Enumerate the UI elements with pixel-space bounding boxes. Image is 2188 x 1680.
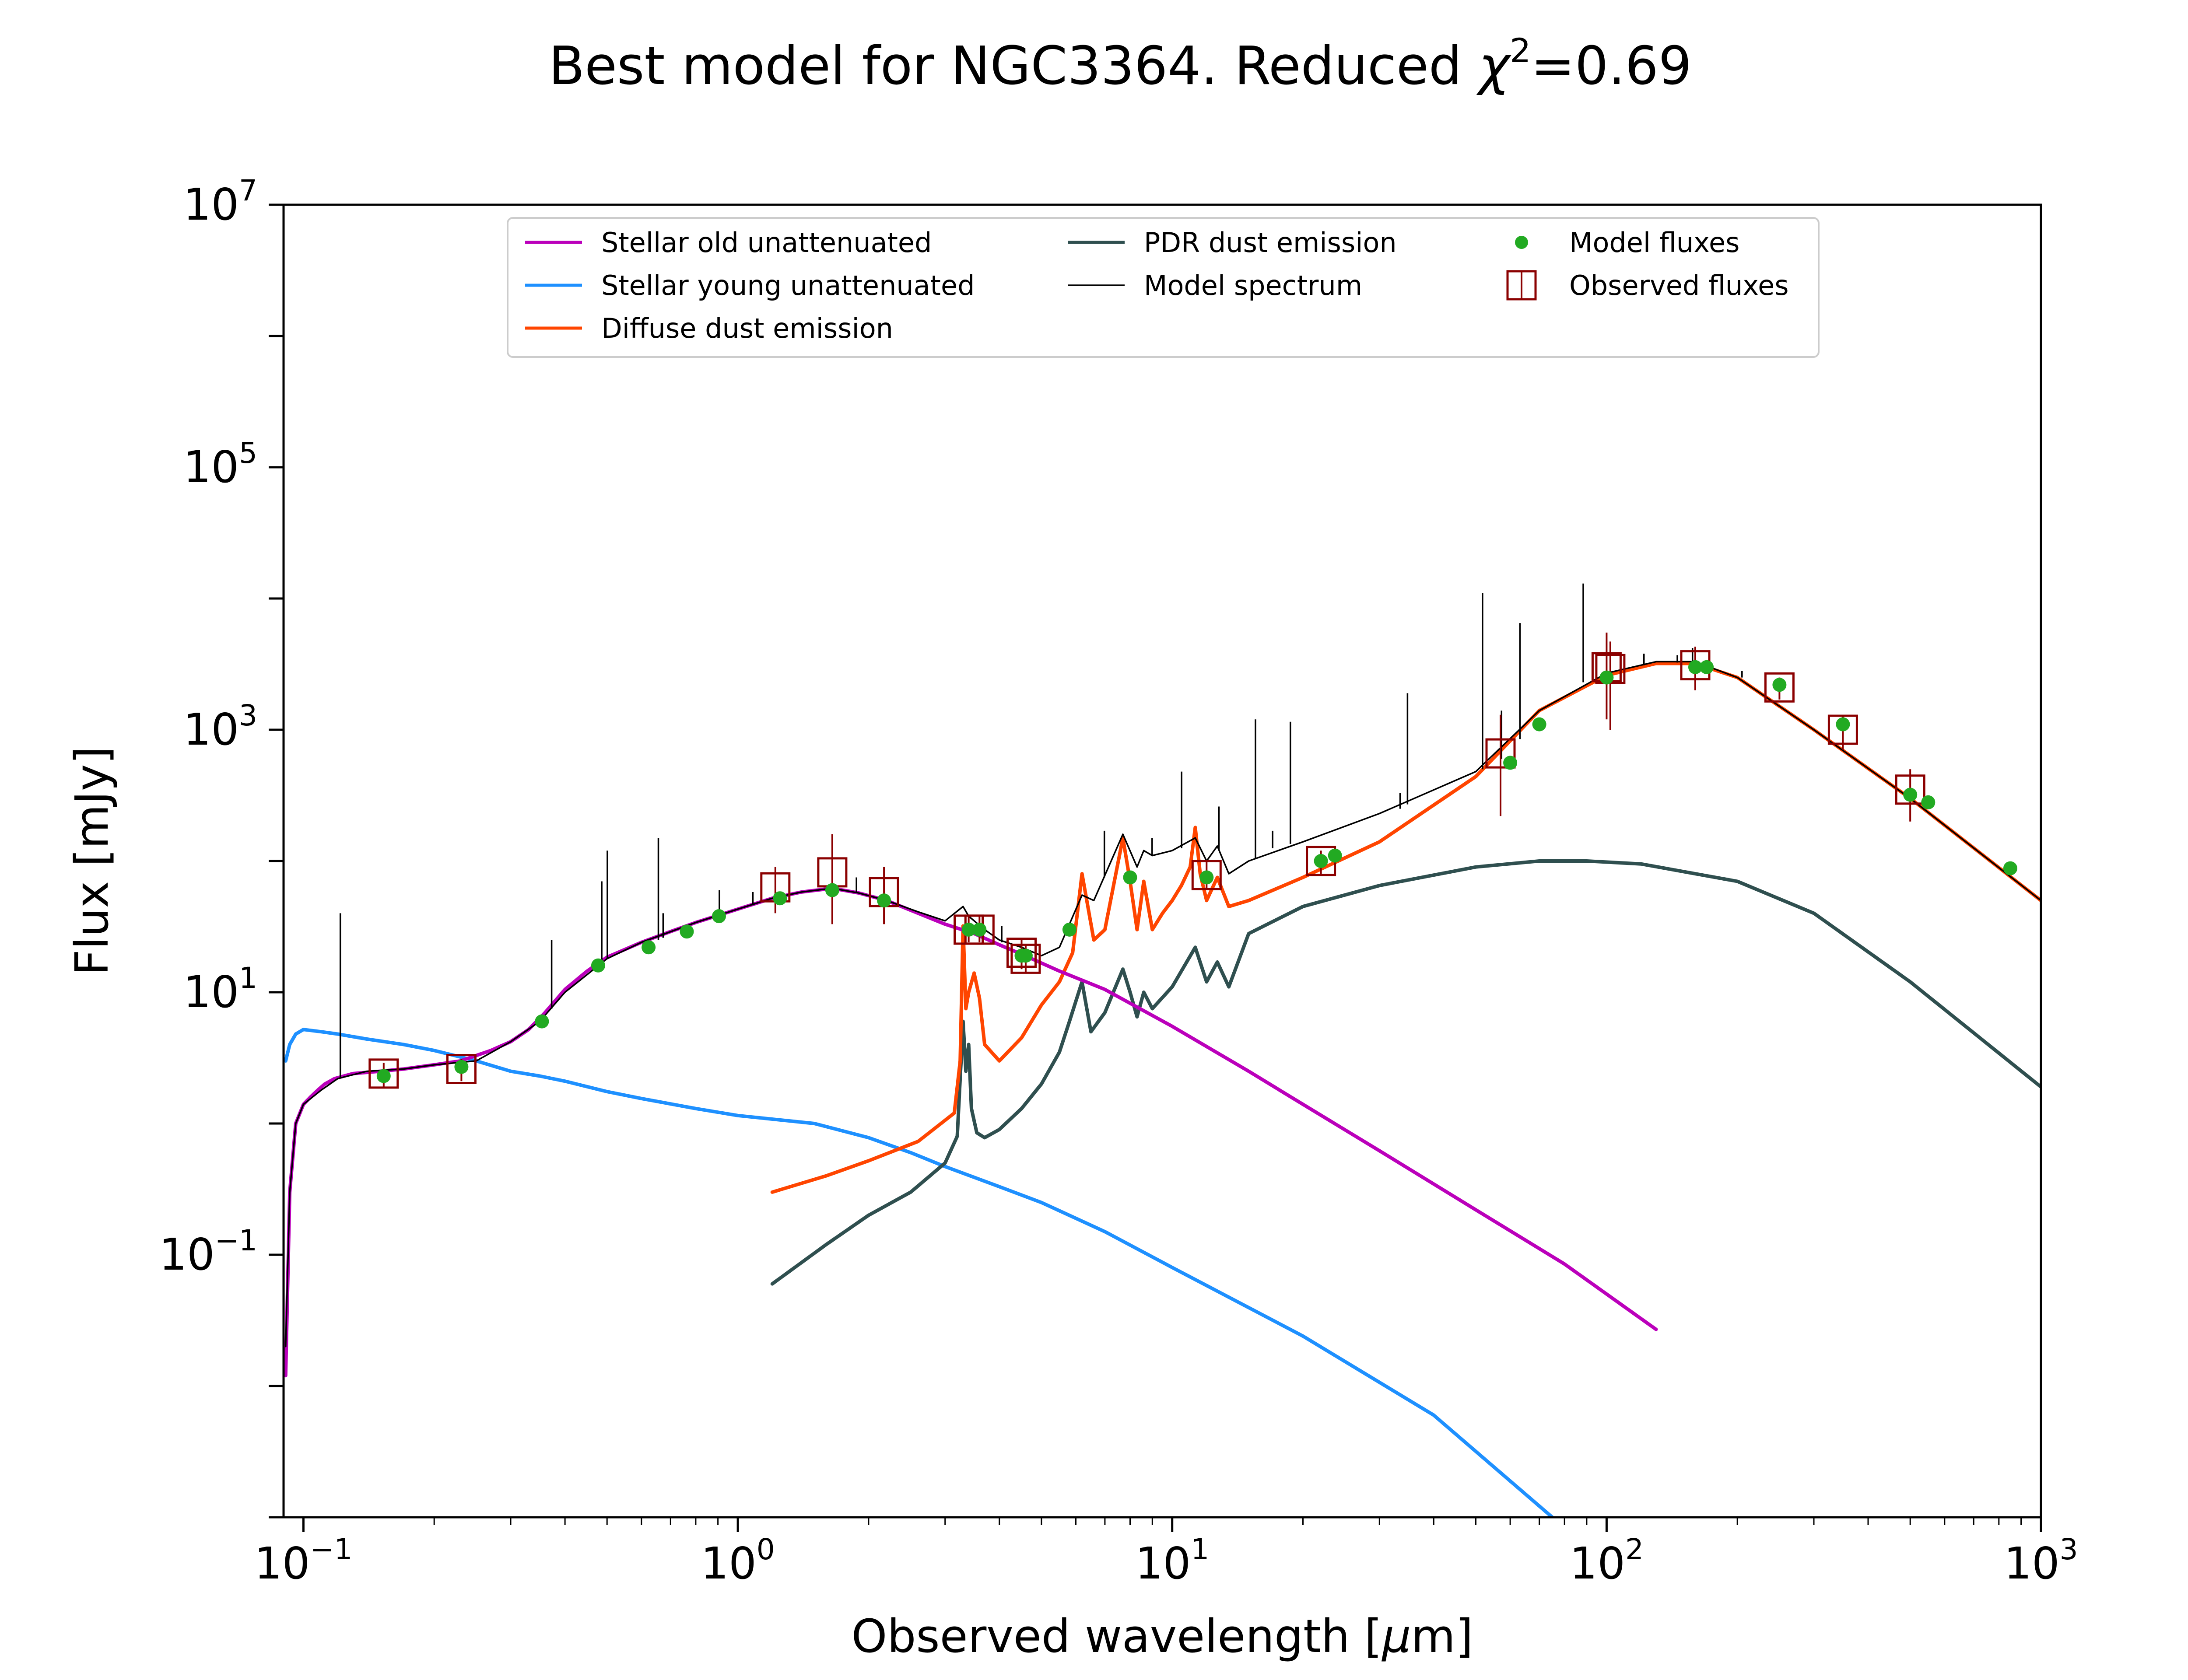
x-tick-label: 100 [701,1533,775,1589]
model-flux-point [1836,717,1850,732]
x-tick-label-base: 10 [254,1538,310,1589]
model-flux-point [680,924,694,939]
legend-label-diffuse-dust-emission: Diffuse dust emission [601,312,893,344]
chart-title-chi: χ [1476,36,1511,97]
x-tick-label-base: 10 [701,1538,756,1589]
model-flux-point [1921,795,1936,809]
plot-area [284,583,2041,1517]
x-tick-label-exp: 1 [1191,1533,1209,1566]
legend-box [507,217,1820,358]
y-tick-label-base: 10 [159,1229,214,1280]
y-tick-label-exp: 1 [239,961,257,995]
model-flux-point [1772,678,1787,692]
legend-label-stellar-young-unattenuated: Stellar young unattenuated [601,270,975,301]
y-tick-label-base: 10 [183,704,239,755]
x-tick-label-base: 10 [1135,1538,1191,1589]
chart-title-main: Best model for NGC3364. Reduced [549,36,1479,97]
observed-flux-marker [1895,774,1925,805]
legend-label-pdr-dust-emission: PDR dust emission [1144,227,1397,259]
model-flux-point [773,891,787,906]
y-tick-label-base: 10 [183,441,239,493]
model-flux-point [712,909,726,924]
x-tick-label-exp: 3 [2060,1533,2078,1566]
model-flux-point [972,922,987,937]
y-tick-label-exp: 5 [239,436,257,470]
series-line-model-spectrum [285,661,2041,1348]
x-axis-label-main: Observed wavelength [ [852,1610,1382,1663]
x-tick-label-exp: 0 [757,1533,775,1566]
legend: Stellar old unattenuated Stellar young un… [507,217,1820,358]
model-flux-point [535,1014,549,1029]
x-axis-label-mu: μ [1381,1610,1411,1663]
x-tick-label-exp: −1 [310,1533,352,1566]
model-flux-point [1599,670,1614,685]
model-flux-point [1018,948,1033,963]
series-line-pdr-dust-emission [770,859,2041,1286]
model-flux-point [1503,756,1518,770]
observed-flux-marker [1006,938,1037,968]
model-flux-point [1688,660,1702,674]
observed-flux-marker [1827,714,1858,745]
y-tick-label: 105 [183,436,257,493]
observed-flux-marker [368,1058,399,1089]
model-flux-point [1903,788,1918,802]
x-axis-label: Observed wavelength [μm] [852,1610,1473,1663]
model-flux-point [877,893,891,908]
y-tick-label-base: 10 [183,966,239,1018]
model-flux-point [1700,660,1714,674]
model-flux-point [454,1060,469,1074]
model-flux-point [961,922,976,937]
x-tick-label: 103 [2004,1533,2078,1589]
chart-title-value: =0.69 [1531,36,1692,97]
y-tick-label: 107 [183,174,257,230]
model-flux-point [1314,854,1328,868]
y-tick-label: 10−1 [159,1224,257,1280]
legend-label-observed-fluxes: Observed fluxes [1569,270,1789,301]
x-tick-label-exp: 2 [1625,1533,1644,1566]
model-flux-point [376,1069,391,1083]
model-flux-point [1062,922,1076,937]
plot-frame [282,203,2042,1519]
model-flux-point [825,883,839,897]
model-flux-point [1328,848,1342,863]
model-flux-point [1532,717,1546,732]
x-tick-label-base: 10 [1570,1538,1625,1589]
y-tick-label: 101 [183,961,257,1018]
legend-label-stellar-old-unattenuated: Stellar old unattenuated [601,227,932,259]
y-tick-label-exp: 3 [239,699,257,732]
model-flux-point [591,958,605,973]
model-flux-point [642,940,656,955]
legend-label-model-fluxes: Model fluxes [1569,227,1739,259]
observed-flux-marker [1191,860,1222,890]
observed-flux-marker [446,1054,477,1084]
chart-title: Best model for NGC3364. Reduced χ2=0.69 [549,31,1692,97]
model-flux-point [2003,861,2017,875]
y-tick-label-exp: −1 [215,1224,257,1257]
y-axis-label: Flux [mJy] [65,746,119,976]
series-line-diffuse-dust-emission [770,662,2041,1194]
chart-title-sup: 2 [1510,31,1531,70]
observed-flux-marker [1485,738,1516,769]
series-line-stellar-young-unattenuated [284,1028,1554,1517]
x-tick-label: 101 [1135,1533,1209,1589]
x-tick-label: 10−1 [254,1533,353,1589]
legend-label-model-spectrum: Model spectrum [1144,270,1362,301]
model-flux-point [1123,870,1137,885]
x-axis-label-end: m] [1411,1610,1473,1663]
y-tick-label-exp: 7 [239,174,257,207]
y-tick-label-base: 10 [183,179,239,230]
observed-flux-marker [1764,672,1795,703]
observed-flux-marker [1010,943,1041,974]
model-flux-point [1199,870,1214,885]
y-tick-label: 103 [183,699,257,755]
x-tick-label-base: 10 [2004,1538,2059,1589]
legend-swatch-model-fluxes [1515,236,1528,249]
x-tick-label: 102 [1570,1533,1644,1589]
